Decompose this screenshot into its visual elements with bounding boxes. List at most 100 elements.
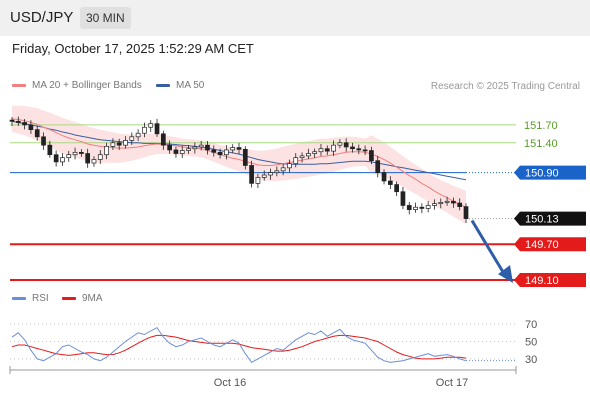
candle-body (312, 151, 318, 154)
candle (255, 173, 261, 188)
rsi-tick-label: 50 (525, 337, 537, 349)
level-tag-label: 149.10 (525, 275, 559, 287)
candle-body (274, 170, 280, 173)
candle-body (186, 148, 191, 151)
candle (306, 148, 311, 160)
candle-body (463, 206, 469, 219)
candle (173, 146, 179, 158)
candle (287, 159, 292, 173)
level-tag (514, 273, 586, 288)
candle-body (331, 144, 336, 152)
candle (192, 142, 198, 154)
candle-body (167, 144, 172, 151)
candle (15, 116, 21, 126)
candle (110, 138, 116, 151)
candle-body (261, 174, 267, 178)
candle-body (154, 123, 160, 135)
candle-body (324, 148, 330, 152)
level-tag (514, 165, 586, 180)
candle-body (79, 151, 84, 154)
candle-body (22, 122, 27, 126)
candle (154, 118, 160, 137)
candle (34, 125, 40, 141)
candle-body (255, 177, 261, 184)
candle-body (97, 154, 103, 160)
candle (293, 153, 299, 168)
level-tag-label: 150.13 (525, 214, 559, 226)
candle-body (369, 150, 374, 162)
candle-body (413, 206, 418, 210)
candle-body (400, 191, 406, 206)
rsi-tick-label: 70 (525, 319, 537, 331)
candle-body (217, 151, 223, 156)
candle (186, 144, 191, 155)
x-tick-label: Oct 17 (436, 377, 468, 389)
candle-body (432, 203, 437, 206)
candle-body (362, 149, 368, 152)
candle (280, 163, 286, 176)
candle-body (47, 144, 53, 156)
candle-body (9, 119, 15, 122)
level-tag (514, 237, 586, 252)
candle (463, 203, 469, 223)
candle (22, 119, 27, 130)
candle-body (123, 140, 128, 146)
candle (419, 203, 425, 214)
candle (142, 122, 147, 138)
candle (91, 156, 97, 167)
candle (343, 138, 349, 152)
rsi-tick-label: 30 (525, 354, 537, 366)
candle (66, 151, 72, 162)
candle (224, 145, 229, 160)
forecast-arrow-shaft (470, 219, 507, 277)
candle-body (299, 155, 305, 159)
candle (318, 143, 324, 156)
candle-body (91, 159, 97, 164)
candle (432, 199, 437, 210)
candle (79, 149, 84, 157)
candle (362, 145, 368, 156)
candle (381, 169, 387, 185)
candle-body (394, 184, 399, 193)
candle-body (350, 146, 355, 150)
candle-body (148, 123, 154, 128)
candle (148, 120, 154, 132)
candle-body (318, 148, 324, 153)
legend-ma20: MA 20 + Bollinger Bands (12, 80, 142, 91)
candle (350, 142, 355, 153)
candle-body (110, 142, 116, 147)
candle-body (343, 142, 349, 148)
currency-pair-title: USD/JPY (10, 9, 74, 26)
candle-body (337, 142, 343, 146)
candle (236, 142, 242, 155)
candle (97, 149, 103, 164)
candle (337, 139, 343, 149)
candle-body (236, 147, 242, 150)
candle-body (41, 136, 46, 146)
candle (198, 140, 204, 151)
candle (205, 141, 210, 155)
candle-body (457, 202, 463, 207)
candle-body (15, 120, 21, 123)
candle-body (160, 133, 166, 146)
candle-body (381, 172, 387, 182)
candle (41, 132, 46, 150)
x-tick-label: Oct 16 (214, 377, 246, 389)
candle-body (406, 205, 412, 210)
candle (28, 120, 34, 134)
candle-body (451, 200, 456, 204)
candle-body (249, 165, 254, 184)
candle (312, 148, 318, 159)
legend-rsi: RSI (12, 293, 49, 304)
timeframe-badge[interactable]: 30 MIN (80, 7, 131, 29)
candle-body (192, 146, 198, 150)
candle (167, 140, 172, 154)
candle-body (293, 157, 299, 165)
candle (387, 176, 393, 190)
candle (230, 144, 236, 154)
ma50-line (11, 120, 467, 181)
legend-ma20-label: MA 20 + Bollinger Bands (32, 80, 142, 91)
candle (217, 148, 223, 159)
candle-body (211, 149, 217, 153)
